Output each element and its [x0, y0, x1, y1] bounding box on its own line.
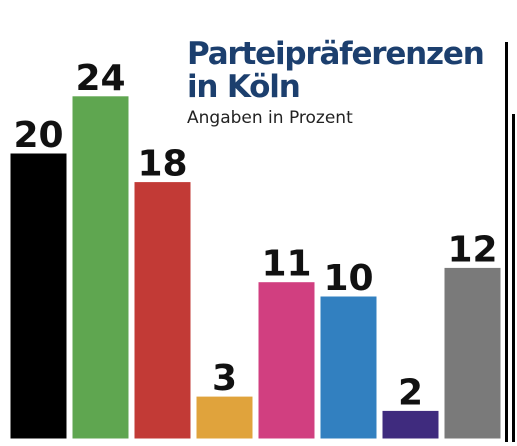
bar-7 — [381, 409, 440, 440]
chart-title-block: Parteipräferenzen in Köln Angaben in Pro… — [187, 36, 497, 129]
bar-value-label-6: 10 — [323, 258, 373, 299]
bar-2 — [71, 95, 130, 440]
bar-4 — [195, 395, 254, 440]
divider-line-right — [512, 114, 515, 442]
chart-subtitle: Angaben in Prozent — [187, 108, 353, 128]
value-labels-layer: 20 24 18 3 11 10 2 12 — [13, 58, 497, 414]
bar-3 — [133, 181, 192, 440]
chart-title-line-1: Parteipräferenzen — [187, 36, 485, 72]
bar-5 — [257, 281, 316, 440]
bar-value-label-1: 20 — [13, 115, 63, 156]
chart-title-line-2: in Köln — [187, 69, 301, 105]
bar-8 — [443, 266, 502, 440]
bar-value-label-5: 11 — [261, 244, 311, 285]
bar-value-label-8: 12 — [447, 229, 497, 270]
divider-line-top — [505, 42, 508, 442]
bar-1 — [9, 152, 68, 440]
bar-6 — [319, 295, 378, 440]
bar-value-label-2: 24 — [75, 58, 125, 99]
bar-value-label-3: 18 — [137, 144, 187, 185]
bar-value-label-4: 3 — [212, 358, 237, 399]
bars-layer — [9, 95, 502, 440]
bar-value-label-7: 2 — [398, 372, 423, 413]
